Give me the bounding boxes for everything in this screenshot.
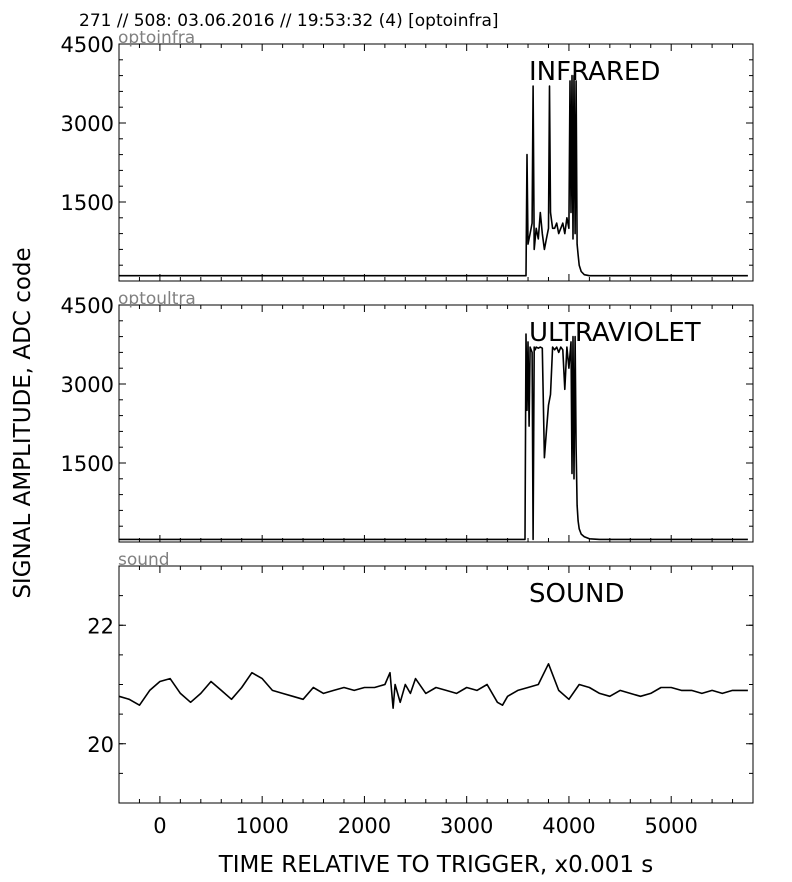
channel-name: optoinfra: [118, 28, 195, 48]
y-tick-label: 4500: [61, 294, 114, 318]
x-tick-label: 0: [153, 814, 166, 838]
x-tick-label: 3000: [440, 814, 493, 838]
panel-title: SOUND: [529, 579, 624, 609]
y-tick-label: 3000: [61, 373, 114, 397]
x-tick-label: 1000: [235, 814, 288, 838]
y-tick-label: 3000: [61, 112, 114, 136]
y-tick-label: 22: [87, 614, 114, 638]
y-tick-label: 1500: [61, 191, 114, 215]
x-axis-label: TIME RELATIVE TO TRIGGER, x0.001 s: [218, 852, 654, 878]
panel-title: INFRARED: [529, 57, 660, 87]
signal-line-optoinfra: [119, 74, 748, 277]
plot-frame: [118, 304, 754, 543]
signal-line-optoultra: [119, 333, 748, 541]
panel-title: ULTRAVIOLET: [529, 318, 701, 348]
y-tick-label: 4500: [61, 33, 114, 57]
panel-optoinfra: 1500 3000 4500 optoinfra INFRARED: [61, 28, 754, 282]
figure-header: 271 // 508: 03.06.2016 // 19:53:32 (4) […: [79, 11, 499, 31]
signal-line-sound: [118, 662, 748, 710]
x-tick-label: 2000: [338, 814, 391, 838]
plot-frame: [118, 43, 754, 282]
panel-sound: 0 1000 2000 3000 4000 5000 20 22 sound SOUND: [87, 550, 754, 838]
y-tick-label: 1500: [61, 452, 114, 476]
channel-name: sound: [118, 550, 170, 570]
y-tick-label: 20: [87, 733, 114, 757]
x-tick-label: 5000: [644, 814, 697, 838]
y-axis-label: SIGNAL AMPLITUDE, ADC code: [10, 247, 36, 598]
channel-name: optoultra: [118, 289, 196, 309]
panel-optoultra: 1500 3000 4500 optoultra ULTRAVIOLET: [61, 289, 754, 543]
x-tick-label: 4000: [542, 814, 595, 838]
